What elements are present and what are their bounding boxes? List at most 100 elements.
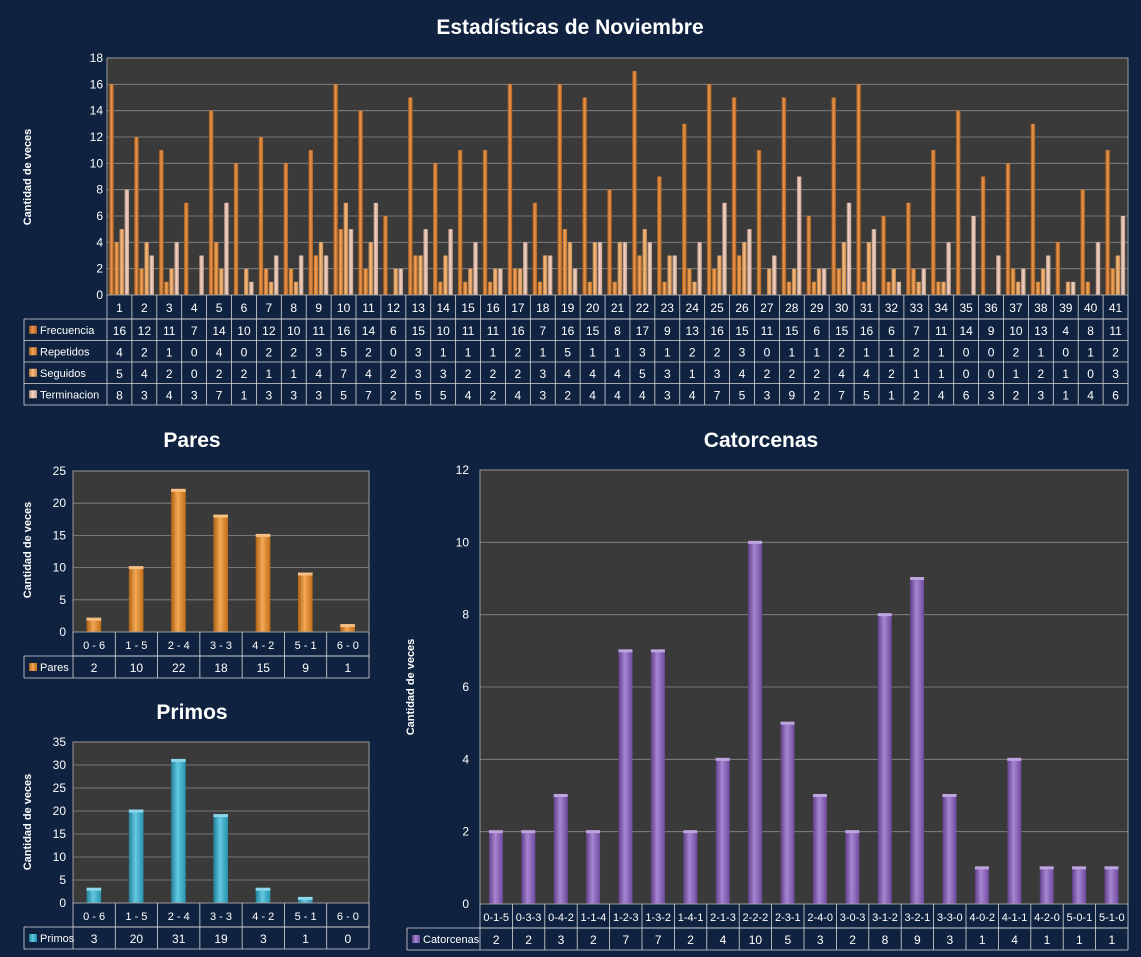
bar (772, 255, 777, 295)
bar (86, 619, 102, 632)
x-category-label: 3 - 3 (210, 640, 232, 652)
bar (1070, 281, 1076, 295)
bar (318, 242, 324, 295)
bar (821, 268, 827, 295)
data-value-label: 2 (1037, 367, 1044, 381)
bar (408, 97, 413, 295)
x-category-label: 3 - 3 (210, 911, 232, 923)
data-value-label: 12 (262, 324, 276, 338)
x-category-label: 2 - 4 (168, 640, 190, 652)
bar (647, 242, 653, 295)
data-value-label: 3 (664, 367, 671, 381)
bar (144, 242, 149, 295)
x-category-label: 35 (959, 301, 973, 315)
noviembre-ylabel: Cantidad de veces (22, 129, 34, 226)
bar (617, 242, 623, 295)
x-category-label: 4-0-2 (969, 912, 995, 924)
bar-cap (86, 617, 102, 621)
data-value-label: 0 (1062, 345, 1069, 359)
data-value-label: 2 (241, 367, 248, 381)
y-tick-label: 10 (90, 156, 104, 170)
bar (383, 216, 388, 295)
data-value-label: 4 (938, 388, 945, 402)
bar (114, 242, 119, 295)
x-category-label: 17 (511, 301, 525, 315)
data-value-label: 4 (589, 388, 596, 402)
data-value-label: 11 (462, 324, 475, 338)
bar (249, 281, 254, 295)
bar (86, 889, 102, 903)
data-value-label: 15 (586, 324, 600, 338)
x-category-label: 15 (461, 301, 475, 315)
bar (213, 815, 229, 903)
series-catorcenas (488, 540, 1119, 904)
x-category-label: 38 (1034, 301, 1048, 315)
data-value-label: 7 (340, 367, 347, 381)
bar (683, 831, 698, 904)
data-value-label: 1 (938, 367, 945, 381)
x-category-label: 8 (290, 301, 297, 315)
data-value-label: 11 (487, 324, 500, 338)
bar (1095, 242, 1101, 295)
primos-ylabel: Cantidad de veces (22, 774, 34, 871)
data-value-label: 1 (1087, 345, 1094, 359)
x-category-label: 5 - 1 (295, 911, 317, 923)
x-category-label: 6 - 0 (337, 640, 359, 652)
bar (128, 811, 144, 903)
bar-cap (340, 624, 355, 628)
data-value-label: 3 (946, 933, 953, 947)
series-primos (86, 758, 313, 903)
data-value-label: 12 (138, 324, 152, 338)
bar (487, 281, 493, 295)
bar (942, 795, 957, 904)
data-value-label: 5 (564, 345, 571, 359)
data-value-label: 5 (116, 367, 123, 381)
x-category-label: 22 (636, 301, 650, 315)
data-value-label: 0 (390, 345, 397, 359)
pares-ylabel: Cantidad de veces (22, 502, 34, 599)
bar (607, 189, 612, 295)
data-value-label: 3 (1112, 367, 1119, 381)
data-value-label: 3 (415, 345, 422, 359)
data-value-label: 1 (1076, 933, 1083, 947)
data-value-label: 14 (959, 324, 973, 338)
bar (208, 110, 214, 296)
data-value-label: 1 (440, 345, 447, 359)
bar (748, 542, 763, 904)
data-value-label: 10 (237, 324, 251, 338)
data-value-label: 10 (437, 324, 451, 338)
x-category-label: 0-4-2 (548, 912, 574, 924)
data-value-label: 3 (539, 388, 546, 402)
y-tick-label: 0 (59, 625, 66, 639)
data-value-label: 4 (614, 367, 621, 381)
data-value-label: 2 (764, 367, 771, 381)
bar (562, 229, 568, 295)
bar (373, 202, 379, 295)
y-tick-label: 6 (462, 680, 469, 694)
data-value-label: 5 (415, 388, 422, 402)
x-category-label: 4-1-1 (1002, 912, 1028, 924)
bar (340, 625, 355, 632)
catorcenas-plot-area: 0 2 4 6 8 10 12 (456, 463, 1129, 911)
bar (1015, 281, 1021, 295)
data-value-label: 2 (141, 345, 148, 359)
bar (856, 84, 861, 295)
x-category-label: 4 - 2 (252, 640, 274, 652)
data-value-label: 5 (863, 388, 870, 402)
x-category-label: 11 (362, 301, 375, 315)
data-value-label: 4 (639, 388, 646, 402)
bar (507, 84, 513, 295)
data-value-label: 11 (1109, 324, 1122, 338)
data-value-label: 7 (216, 388, 223, 402)
y-tick-label: 15 (53, 827, 67, 841)
bar (1010, 268, 1016, 295)
bar-cap (128, 566, 144, 570)
y-tick-label: 10 (53, 850, 67, 864)
y-tick-label: 5 (59, 873, 66, 887)
bar (736, 255, 742, 295)
bar (297, 898, 313, 903)
x-category-label: 18 (536, 301, 550, 315)
bar (845, 831, 860, 904)
data-value-label: 13 (1034, 324, 1048, 338)
bar (747, 229, 752, 295)
